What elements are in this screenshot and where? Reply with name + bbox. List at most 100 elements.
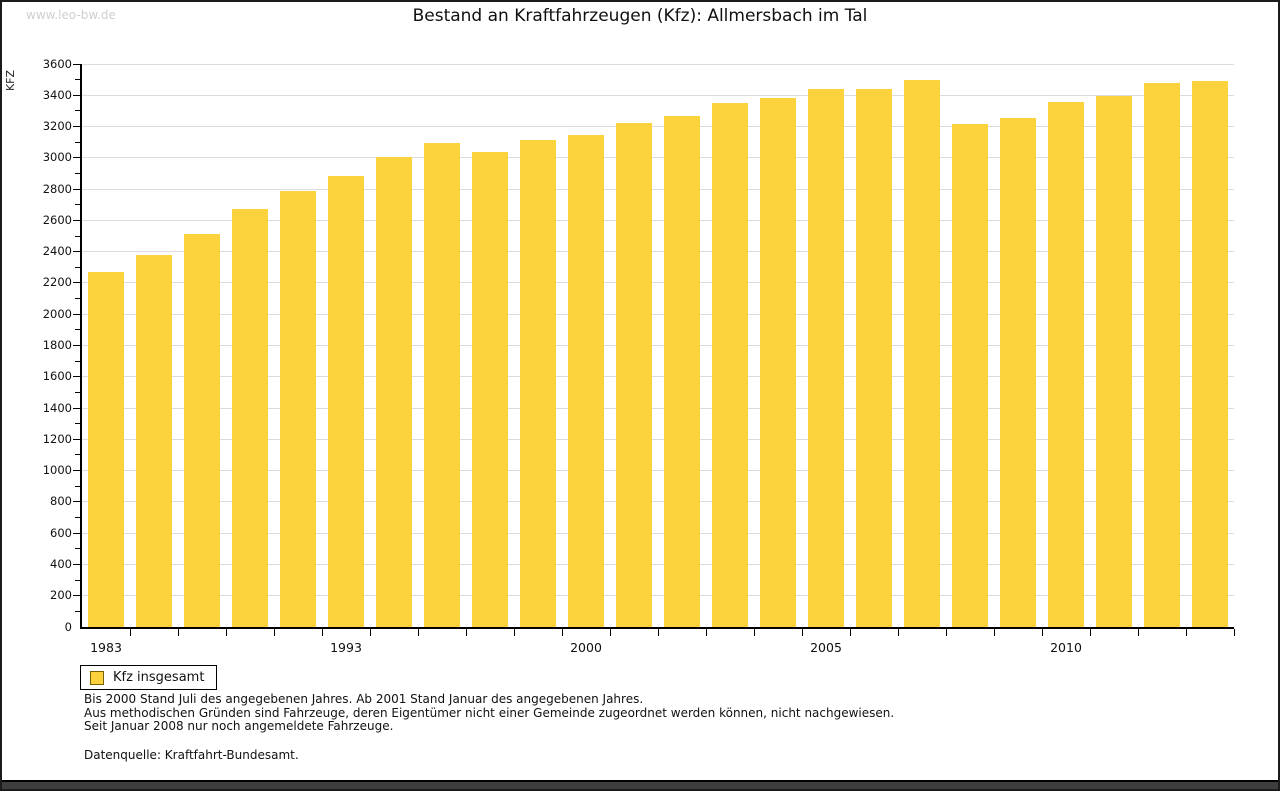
y-tick-1500 — [75, 391, 80, 393]
y-tick-label-1000: 1000 — [42, 463, 72, 478]
bar-2009 — [1000, 117, 1036, 627]
x-tick-2 — [177, 629, 179, 636]
y-tick-2500 — [75, 235, 80, 237]
x-tick-7 — [417, 629, 419, 636]
y-tick-label-600: 600 — [50, 525, 72, 540]
y-tick-2700 — [75, 204, 80, 206]
gridline-2600 — [82, 219, 1234, 221]
gridline-3600 — [82, 63, 1234, 65]
bar-1987 — [184, 234, 220, 627]
y-tick-2200 — [73, 282, 80, 284]
bottom-bar — [2, 780, 1278, 789]
y-tick-3000 — [73, 157, 80, 159]
y-tick-label-1400: 1400 — [42, 400, 72, 415]
bar-1997 — [424, 142, 460, 627]
bar-2006 — [856, 89, 892, 627]
x-tick-label-2005: 2005 — [810, 640, 842, 655]
x-tick-19 — [993, 629, 995, 636]
y-tick-label-2800: 2800 — [42, 181, 72, 196]
legend-swatch-icon — [90, 670, 104, 685]
bar-2011 — [1096, 96, 1132, 627]
gridline-200 — [82, 595, 1234, 597]
legend-label: Kfz insgesamt — [113, 670, 205, 685]
x-tick-5 — [321, 629, 323, 636]
y-tick-1700 — [75, 360, 80, 362]
gridline-3000 — [82, 157, 1234, 159]
y-tick-label-3600: 3600 — [42, 56, 72, 71]
y-tick-label-1200: 1200 — [42, 431, 72, 446]
bar-1985 — [136, 254, 172, 627]
y-tick-3300 — [75, 110, 80, 112]
bar-1983 — [88, 272, 124, 627]
y-tick-2100 — [75, 298, 80, 300]
x-tick-16 — [849, 629, 851, 636]
x-tick-6 — [369, 629, 371, 636]
gridline-2400 — [82, 251, 1234, 253]
y-tick-2600 — [73, 219, 80, 221]
data-source: Datenquelle: Kraftfahrt-Bundesamt. — [84, 747, 299, 762]
gridline-1000 — [82, 470, 1234, 472]
x-tick-17 — [897, 629, 899, 636]
x-tick-15 — [801, 629, 803, 636]
y-tick-2000 — [73, 313, 80, 315]
y-tick-1900 — [75, 329, 80, 331]
y-tick-1800 — [73, 345, 80, 346]
y-tick-label-2600: 2600 — [42, 212, 72, 227]
y-tick-label-0: 0 — [64, 619, 72, 634]
x-tick-4 — [273, 629, 275, 636]
bar-1999 — [520, 139, 556, 627]
x-tick-10 — [561, 629, 563, 636]
bar-2001 — [616, 123, 652, 627]
y-tick-label-3200: 3200 — [42, 119, 72, 134]
bar-2007 — [904, 79, 940, 627]
y-axis-label: KFZ — [4, 69, 18, 92]
x-tick-label-1993: 1993 — [330, 640, 362, 655]
bar-2004 — [760, 98, 796, 627]
gridline-2000 — [82, 313, 1234, 315]
y-tick-600 — [73, 532, 80, 534]
chart-title: Bestand an Kraftfahrzeugen (Kfz): Allmer… — [412, 6, 868, 26]
x-tick-24 — [1233, 629, 1235, 636]
bar-2013 — [1192, 81, 1228, 627]
plot-area: 0 200 400 600 800 1000 1200 1400 1600 1800 2000 220… — [43, 57, 1235, 655]
y-tick-3600 — [73, 63, 80, 65]
x-tick-21 — [1089, 629, 1091, 636]
y-tick-3500 — [75, 79, 80, 81]
y-tick-2300 — [75, 266, 80, 268]
bar-1989 — [232, 209, 268, 627]
y-tick-1000 — [73, 470, 80, 472]
bar-1991 — [280, 191, 316, 627]
y-tick-3400 — [73, 94, 80, 96]
y-tick-100 — [75, 610, 80, 612]
bar-2000 — [568, 135, 604, 627]
y-tick-label-1600: 1600 — [42, 369, 72, 384]
bar-2008 — [952, 124, 988, 627]
gridline-2200 — [82, 282, 1234, 284]
gridline-3200 — [82, 126, 1234, 128]
gridline-3400 — [82, 94, 1234, 96]
bar-2012 — [1144, 82, 1180, 627]
footnote-line-1: Bis 2000 Stand Juli des angegebenen Jahr… — [84, 692, 644, 706]
y-tick-label-1800: 1800 — [42, 338, 72, 352]
bar-2010 — [1048, 101, 1084, 627]
bar-1995 — [376, 157, 412, 627]
x-tick-label-2010: 2010 — [1050, 640, 1082, 655]
gridline-2800 — [82, 188, 1234, 190]
y-tick-900 — [75, 485, 80, 487]
y-tick-label-3400: 3400 — [42, 87, 72, 102]
gridline-1600 — [82, 376, 1234, 378]
y-tick-1400 — [73, 407, 80, 409]
bar-2003 — [712, 103, 748, 627]
bar-2002 — [664, 116, 700, 627]
watermark: www.leo-bw.de — [26, 8, 116, 22]
y-tick-label-3000: 3000 — [42, 150, 72, 165]
gridline-400 — [82, 563, 1234, 565]
y-axis-line — [80, 64, 82, 629]
x-tick-23 — [1185, 629, 1187, 636]
gridline-800 — [82, 501, 1234, 503]
gridline-1400 — [82, 407, 1234, 409]
bar-1998 — [472, 151, 508, 627]
y-tick-2800 — [73, 188, 80, 190]
y-tick-1300 — [75, 423, 80, 425]
